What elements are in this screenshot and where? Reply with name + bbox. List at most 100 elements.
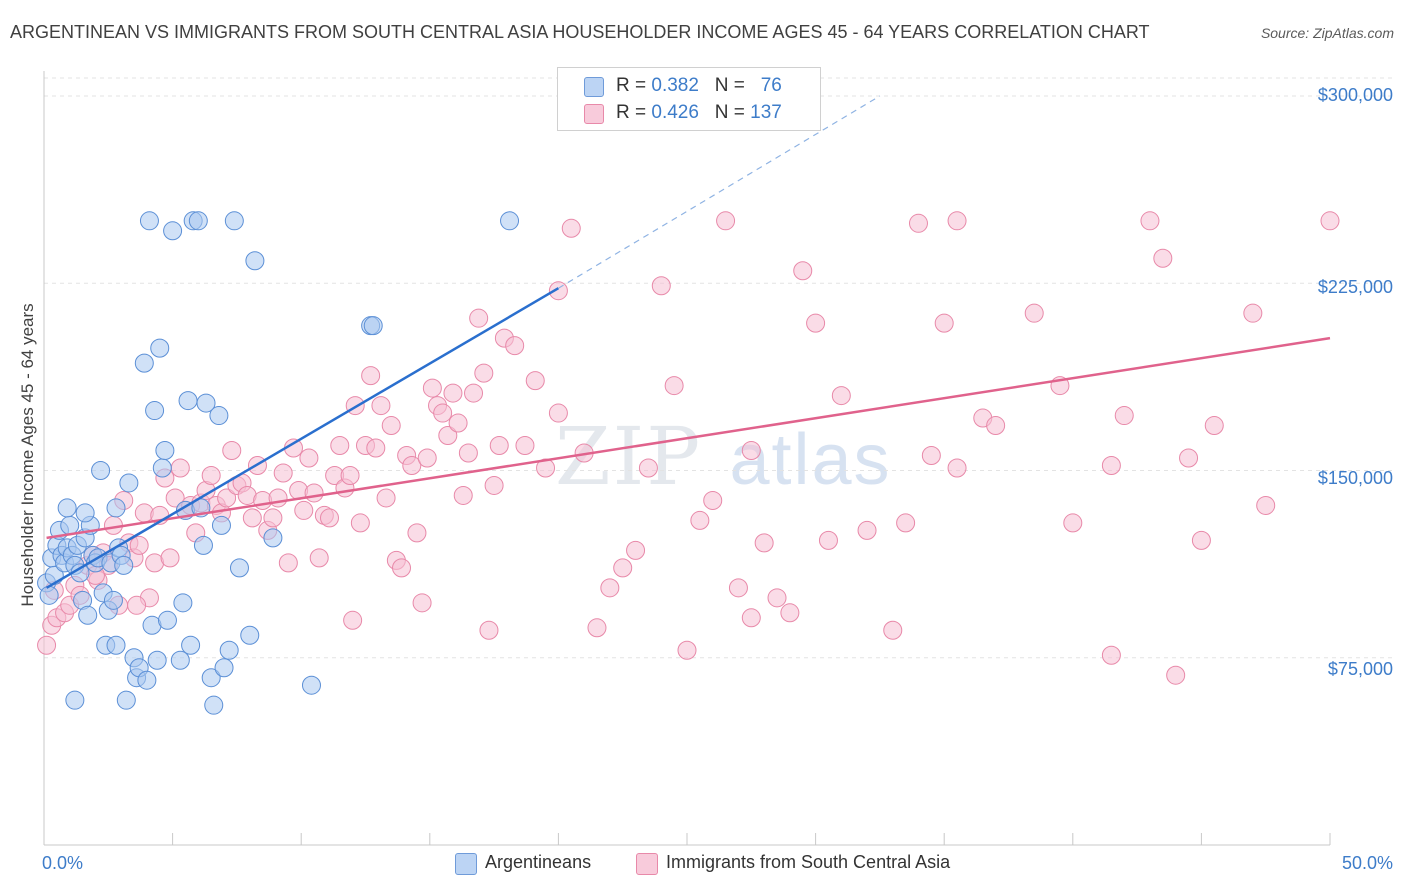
legend-n-value: 137 — [750, 102, 782, 123]
immigrant-point — [438, 426, 458, 446]
immigrant-point — [857, 520, 877, 540]
immigrant-point — [1114, 406, 1134, 426]
argentinean-point — [224, 211, 244, 231]
immigrant-point — [934, 313, 954, 333]
immigrant-point — [741, 441, 761, 461]
argentinean-point — [204, 695, 224, 715]
y-axis-label: Householder Income Ages 45 - 64 years — [18, 303, 37, 607]
immigrant-point — [561, 218, 581, 238]
immigrant-point — [1243, 303, 1263, 323]
immigrant-point — [651, 276, 671, 296]
immigrant-point — [371, 396, 391, 416]
immigrant-point — [664, 376, 684, 396]
legend-n-value: 76 — [760, 75, 782, 96]
immigrant-point — [469, 308, 489, 328]
immigrant-point — [453, 485, 473, 505]
immigrant-point — [443, 383, 463, 403]
argentinean-point — [214, 658, 234, 678]
immigrant-point — [170, 458, 190, 478]
immigrant-point — [947, 211, 967, 231]
argentinean-point — [155, 441, 175, 461]
argentinean-point — [147, 650, 167, 670]
immigrant-point — [217, 488, 237, 508]
immigrant-point — [613, 558, 633, 578]
argentinean-point — [363, 316, 383, 336]
immigrant-point — [361, 366, 381, 386]
immigrant-point — [417, 448, 437, 468]
legend-r-label: R = — [616, 102, 647, 123]
stats-legend: R = 0.382 N = 76 R = 0.426 N = 137 — [557, 67, 821, 131]
legend-r-label: R = — [616, 75, 647, 96]
immigrant-point — [1101, 645, 1121, 665]
immigrant-point — [548, 403, 568, 423]
immigrant-point — [160, 548, 180, 568]
immigrant-point — [908, 213, 928, 233]
argentinean-point — [106, 498, 126, 518]
immigrant-point — [515, 436, 535, 456]
immigrant-point — [268, 488, 288, 508]
x-tick-label-max: 50.0% — [1341, 853, 1393, 873]
argentinean-point — [114, 555, 134, 575]
immigrant-point — [273, 463, 293, 483]
legend-r-value: 0.426 — [651, 102, 699, 123]
immigrant-point — [474, 363, 494, 383]
immigrants-trend-line — [46, 336, 1331, 540]
argentineans-trend-extension — [558, 95, 881, 289]
immigrant-point — [37, 635, 57, 655]
watermark-atlas: atlas — [729, 420, 892, 500]
immigrant-point — [986, 416, 1006, 436]
immigrant-point — [242, 508, 262, 528]
immigrant-point — [376, 488, 396, 508]
argentinean-point — [157, 610, 177, 630]
immigrant-point — [484, 475, 504, 495]
argentinean-point — [137, 670, 157, 690]
immigrant-point — [1063, 513, 1083, 533]
immigrant-point — [505, 336, 525, 356]
immigrant-point — [366, 438, 386, 458]
immigrant-point — [343, 610, 363, 630]
argentinean-point — [219, 640, 239, 660]
immigrant-point — [921, 446, 941, 466]
immigrant-point — [767, 588, 787, 608]
argentinean-point — [139, 211, 159, 231]
immigrant-point — [340, 465, 360, 485]
immigrant-point — [464, 383, 484, 403]
immigrant-point — [1191, 530, 1211, 550]
immigrant-point — [422, 378, 442, 398]
legend-r-value: 0.382 — [651, 75, 699, 96]
y-tick-label-225k: $225,000 — [1317, 277, 1393, 297]
immigrant-point — [309, 548, 329, 568]
immigrant-point — [1101, 455, 1121, 475]
immigrant-point — [600, 578, 620, 598]
immigrant-point — [458, 443, 478, 463]
argentinean-point — [301, 675, 321, 695]
argentinean-point — [196, 393, 216, 413]
immigrant-point — [831, 386, 851, 406]
immigrant-point — [165, 488, 185, 508]
y-tick-label-150k: $150,000 — [1317, 468, 1393, 488]
immigrant-point — [818, 530, 838, 550]
argentinean-point — [116, 690, 136, 710]
immigrant-point — [587, 618, 607, 638]
immigrant-point — [883, 620, 903, 640]
immigrant-point — [433, 403, 453, 423]
argentinean-point — [193, 535, 213, 555]
immigrant-point — [448, 413, 468, 433]
argentinean-point — [178, 391, 198, 411]
immigrant-point — [716, 211, 736, 231]
immigrant-point — [780, 603, 800, 623]
immigrant-point — [1166, 665, 1186, 685]
argentinean-point — [91, 460, 111, 480]
argentineans-trend-line — [45, 287, 560, 589]
argentinean-point — [188, 211, 208, 231]
chart-title: ARGENTINEAN VS IMMIGRANTS FROM SOUTH CEN… — [10, 22, 1150, 42]
immigrant-point — [479, 620, 499, 640]
argentinean-point — [103, 590, 123, 610]
immigrant-point — [392, 558, 412, 578]
trend-lines — [45, 95, 1331, 589]
immigrant-point — [690, 510, 710, 530]
immigrant-point — [489, 436, 509, 456]
immigrant-point — [525, 371, 545, 391]
argentinean-point — [145, 401, 165, 421]
argentinean-point — [78, 605, 98, 625]
